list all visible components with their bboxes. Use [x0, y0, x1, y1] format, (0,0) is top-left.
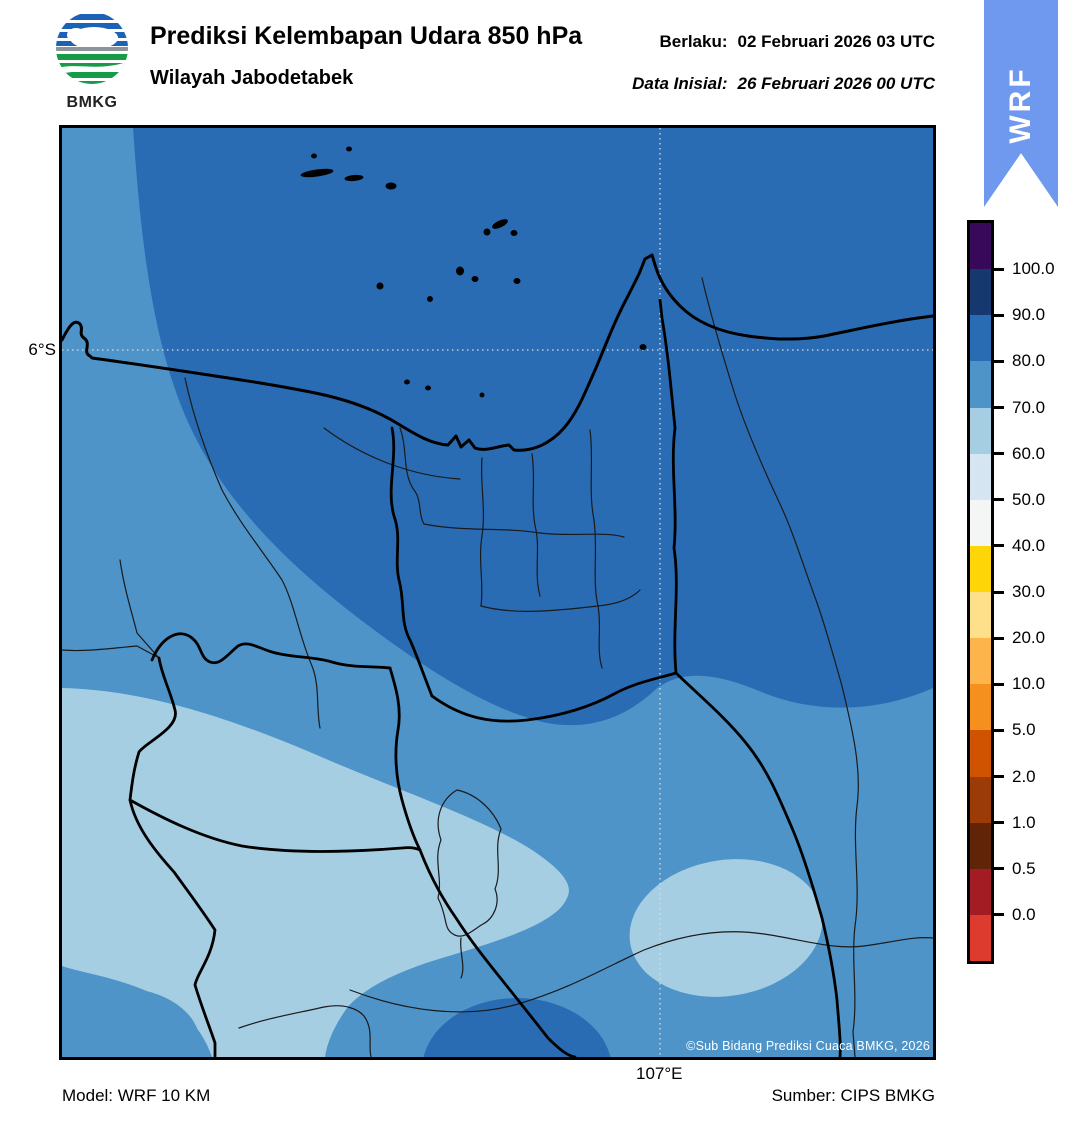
colorbar-tick-label: 40.0 — [1012, 535, 1046, 555]
colorbar-tick — [994, 313, 1004, 317]
boundary-bogor-west — [388, 666, 577, 1057]
initial-time-value: 26 Februari 2026 00 UTC — [737, 74, 935, 93]
colorbar-tick-label: 20.0 — [1012, 628, 1046, 648]
colorbar-cell — [970, 361, 991, 408]
bmkg-logo-text: BMKG — [66, 94, 118, 111]
colorbar-tick — [994, 590, 1004, 594]
valid-time-value: 02 Februari 2026 03 UTC — [737, 32, 935, 51]
colorbar-cell — [970, 315, 991, 362]
wrf-ribbon-label: WRF — [1004, 66, 1037, 144]
colorbar-tick-label: 90.0 — [1012, 305, 1046, 325]
colorbar-tick — [994, 498, 1004, 502]
colorbar-cell — [970, 868, 991, 915]
region-rh-70-80-corner-oval — [62, 988, 200, 1057]
colorbar-tick-label: 10.0 — [1012, 674, 1046, 694]
latitude-tick-label: 6°S — [28, 340, 56, 359]
boundary-province-eastwest — [150, 632, 392, 670]
colorbar-tick — [994, 636, 1004, 640]
boundary-jakarta-south — [430, 671, 678, 723]
region-rh-80-90-bottom-oval — [423, 998, 611, 1057]
colorbar-tick — [994, 775, 1004, 778]
colorbar-tick — [994, 359, 1004, 363]
humidity-contour-map — [62, 128, 933, 1057]
colorbar-tick — [994, 267, 1004, 271]
initial-time-label: Data Inisial: — [632, 74, 728, 93]
valid-time-line: Berlaku: 02 Februari 2026 03 UTC — [659, 32, 935, 52]
islands-group — [300, 146, 647, 398]
region-rh-60-70-southwest — [62, 688, 569, 1057]
boundary-banten-jabar — [128, 656, 217, 1057]
colorbar-cell — [970, 638, 991, 685]
valid-time-label: Berlaku: — [659, 32, 728, 51]
bmkg-logo: BMKG — [52, 10, 132, 112]
java-coastline — [62, 253, 933, 452]
colorbar-tick — [994, 544, 1004, 548]
colorbar-tick — [994, 682, 1004, 686]
colorbar-tick — [994, 406, 1004, 409]
colorbar-tick-label: 2.0 — [1012, 766, 1036, 786]
colorbar-cell — [970, 776, 991, 823]
boundary-tangerang-west — [389, 426, 434, 698]
colorbar-tick — [994, 867, 1004, 871]
colorbar-tick — [994, 821, 1004, 825]
colorbar — [967, 220, 994, 964]
colorbar-cell — [970, 407, 991, 454]
colorbar-tick-label: 50.0 — [1012, 489, 1046, 509]
colorbar-cell — [970, 453, 991, 500]
admin-boundaries-thin — [62, 277, 933, 1057]
page-title: Prediksi Kelembapan Udara 850 hPa — [150, 22, 583, 50]
bmkg-logo-icon — [56, 12, 128, 84]
longitude-tick-label: 107°E — [636, 1064, 683, 1083]
wrf-ribbon-banner: WRF — [984, 0, 1058, 207]
colorbar-tick-label: 0.0 — [1012, 904, 1036, 924]
colorbar-tick-label: 30.0 — [1012, 582, 1046, 601]
region-rh-80-90-north — [133, 128, 933, 726]
colorbar-tick — [994, 728, 1004, 732]
colorbar-tick — [994, 452, 1004, 456]
colorbar-cell — [970, 822, 991, 869]
model-label: Model: WRF 10 KM — [62, 1086, 211, 1105]
colorbar-tick-label: 5.0 — [1012, 720, 1036, 740]
colorbar-cell — [970, 223, 991, 270]
colorbar-cell — [970, 684, 991, 731]
colorbar-tick-label: 1.0 — [1012, 812, 1036, 832]
colorbar-cell — [970, 545, 991, 592]
colorbar-tick-label: 70.0 — [1012, 397, 1046, 417]
map-copyright: ©Sub Bidang Prediksi Cuaca BMKG, 2026 — [686, 1039, 930, 1053]
colorbar-tick-label: 60.0 — [1012, 443, 1046, 463]
forecast-map: ©Sub Bidang Prediksi Cuaca BMKG, 2026 — [59, 125, 936, 1060]
colorbar-cell — [970, 592, 991, 639]
region-rh-60-70-southeast-oval — [629, 859, 823, 997]
colorbar-tick-label: 80.0 — [1012, 351, 1046, 371]
admin-boundaries-thick — [128, 298, 842, 1057]
region-subtitle: Wilayah Jabodetabek — [150, 67, 354, 89]
colorbar-cell — [970, 730, 991, 777]
colorbar-cell — [970, 499, 991, 546]
colorbar-cell — [970, 914, 991, 961]
source-label: Sumber: CIPS BMKG — [771, 1086, 935, 1105]
colorbar-tick — [994, 913, 1004, 917]
colorbar-tick-label: 0.5 — [1012, 858, 1036, 878]
boundary-cianjur-west — [674, 671, 842, 1057]
boundary-bekasi-east — [658, 298, 678, 675]
boundary-bogor-south — [128, 798, 422, 853]
colorbar-cell — [970, 269, 991, 316]
initial-time-line: Data Inisial: 26 Februari 2026 00 UTC — [632, 74, 935, 94]
colorbar-tick-label: 100.0 — [1012, 259, 1055, 279]
